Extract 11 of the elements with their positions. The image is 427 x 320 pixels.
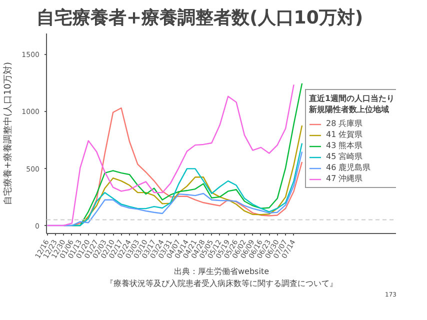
- legend-title: 直近1週間の人口当たり新規陽性者数上位地域: [309, 93, 395, 115]
- chart-title: 自宅療養者+療養調整者数(人口10万対): [36, 8, 364, 28]
- legend-label: 28 兵庫県: [326, 118, 363, 129]
- legend-label: 41 佐賀県: [326, 129, 363, 140]
- text: 『療養状況等及び入院患者受入病床数等に関する調査について』: [106, 279, 338, 288]
- y-axis-title: 自宅療養+療養調整中(人口10万対): [2, 62, 14, 206]
- legend-label: 47 沖縄県: [326, 173, 363, 184]
- legend-label: 45 宮崎県: [326, 151, 363, 162]
- legend-label: 46 鹿児島県: [326, 162, 371, 173]
- source-note: 出典：厚生労働省website: [174, 267, 270, 276]
- legend-label: 43 熊本県: [326, 140, 363, 151]
